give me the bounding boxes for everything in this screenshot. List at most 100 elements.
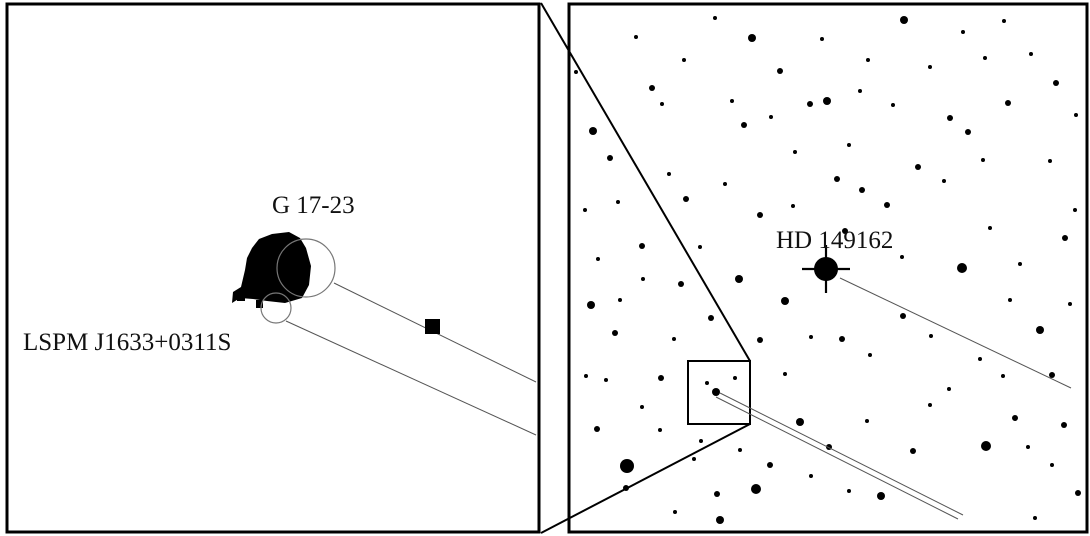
field-star-40 (1008, 298, 1012, 302)
field-star-65 (839, 336, 845, 342)
field-star-95 (988, 226, 992, 230)
field-star-42 (978, 357, 982, 361)
field-star-21 (793, 150, 797, 154)
field-star-35 (1074, 113, 1078, 117)
field-star-97 (915, 164, 921, 170)
right-star-field-panel: HD 149162 (567, 2, 1089, 534)
field-star-70 (900, 255, 904, 259)
field-star-58 (673, 510, 677, 514)
field-star-2 (589, 127, 597, 135)
zoom-connector-bottom (540, 423, 751, 534)
field-star-110 (604, 378, 608, 382)
field-star-94 (1018, 262, 1022, 266)
field-star-86 (767, 462, 773, 468)
field-star-7 (584, 374, 588, 378)
field-star-5 (587, 301, 595, 309)
field-star-25 (859, 187, 865, 193)
field-star-73 (757, 212, 763, 218)
field-star-31 (981, 158, 985, 162)
field-star-89 (928, 403, 932, 407)
field-star-26 (884, 202, 890, 208)
field-star-71 (842, 228, 848, 234)
field-star-92 (1061, 422, 1067, 428)
field-star-27 (900, 16, 908, 24)
field-star-12 (683, 196, 689, 202)
field-star-20 (777, 68, 783, 74)
field-star-100 (713, 16, 717, 20)
field-star-50 (877, 492, 885, 500)
field-star-14 (678, 281, 684, 287)
field-star-72 (791, 204, 795, 208)
field-star-101 (682, 58, 686, 62)
field-star-109 (583, 208, 587, 212)
field-star-77 (757, 337, 763, 343)
field-star-29 (947, 115, 953, 121)
right-panel-frame (567, 2, 1089, 534)
field-star-57 (716, 516, 724, 524)
field-star-24 (847, 143, 851, 147)
lspm-proper-motion-track (285, 320, 537, 436)
g17-23-star-pixel (237, 291, 245, 301)
field-star-74 (723, 182, 727, 186)
field-star-69 (947, 387, 951, 391)
field-star-98 (891, 103, 895, 107)
field-star-39 (1036, 326, 1044, 334)
field-star-22 (807, 101, 813, 107)
star-field (574, 16, 1081, 524)
field-star-44 (1012, 415, 1018, 421)
field-star-49 (910, 448, 916, 454)
hd149162-label: HD 149162 (776, 227, 893, 254)
g17-23-star-small (712, 388, 720, 396)
field-star-82 (639, 243, 645, 249)
field-star-81 (616, 200, 620, 204)
g17-23-star-core (232, 232, 311, 303)
hd149162-motion-track (839, 277, 1072, 389)
field-star-112 (705, 381, 709, 385)
field-star-67 (900, 313, 906, 319)
field-star-10 (649, 85, 655, 91)
g17-23-motion-track-right (719, 392, 964, 516)
field-star-8 (620, 459, 634, 473)
field-star-96 (942, 179, 946, 183)
zoom-connector-top (540, 2, 751, 362)
field-star-9 (634, 35, 638, 39)
field-star-13 (698, 245, 702, 249)
field-star-84 (658, 428, 662, 432)
lspm-motion-track-right (715, 396, 959, 520)
field-star-102 (660, 102, 664, 106)
field-star-19 (748, 34, 756, 42)
field-star-30 (965, 129, 971, 135)
field-star-80 (961, 30, 965, 34)
field-star-41 (957, 263, 967, 273)
field-star-79 (820, 37, 824, 41)
field-star-46 (1050, 463, 1054, 467)
field-star-88 (865, 419, 869, 423)
field-star-108 (1002, 19, 1006, 23)
field-star-51 (847, 489, 851, 493)
field-star-93 (1068, 302, 1072, 306)
field-star-54 (783, 372, 787, 376)
field-star-62 (658, 375, 664, 381)
field-star-15 (672, 337, 676, 341)
field-star-32 (1005, 100, 1011, 106)
field-star-59 (623, 485, 629, 491)
field-star-99 (866, 58, 870, 62)
zoom-region-box (687, 360, 751, 425)
field-star-48 (1033, 516, 1037, 520)
field-star-106 (858, 89, 862, 93)
left-zoom-panel: G 17-23 LSPM J1633+0311S (5, 2, 541, 534)
field-star-107 (983, 56, 987, 60)
hd149162-star (802, 245, 850, 293)
field-star-16 (708, 315, 714, 321)
field-star-36 (1048, 159, 1052, 163)
field-star-90 (1001, 374, 1005, 378)
g17-23-star-pixel-small (256, 300, 263, 308)
field-star-91 (1026, 445, 1030, 449)
field-star-3 (607, 155, 613, 161)
field-star-23 (823, 97, 831, 105)
g17-23-label: G 17-23 (272, 192, 355, 219)
field-star-61 (640, 405, 644, 409)
field-star-111 (641, 277, 645, 281)
